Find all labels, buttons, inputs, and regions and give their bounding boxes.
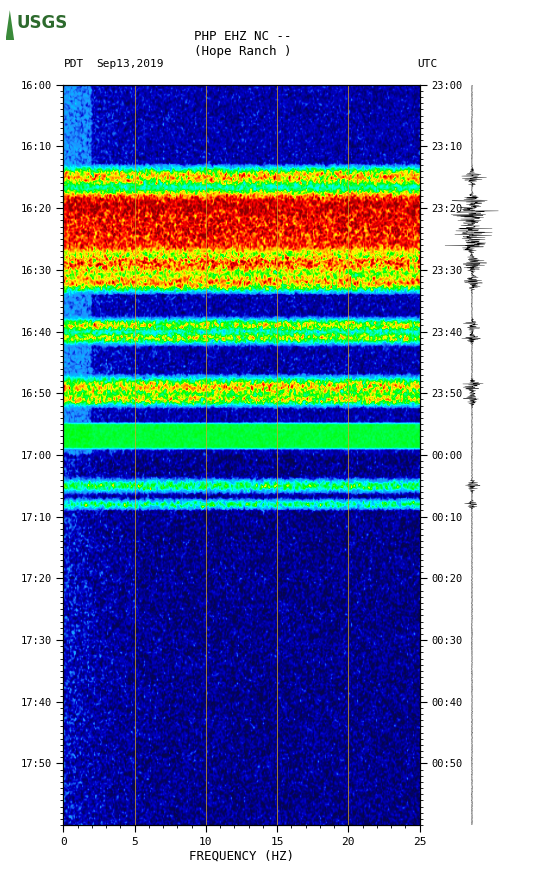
Text: USGS: USGS (17, 14, 67, 32)
X-axis label: FREQUENCY (HZ): FREQUENCY (HZ) (189, 850, 294, 863)
Text: (Hope Ranch ): (Hope Ranch ) (194, 45, 291, 58)
Text: PDT: PDT (63, 59, 84, 70)
Text: Sep13,2019: Sep13,2019 (97, 59, 164, 70)
Text: UTC: UTC (417, 59, 437, 70)
Polygon shape (6, 10, 14, 40)
Text: PHP EHZ NC --: PHP EHZ NC -- (194, 29, 291, 43)
